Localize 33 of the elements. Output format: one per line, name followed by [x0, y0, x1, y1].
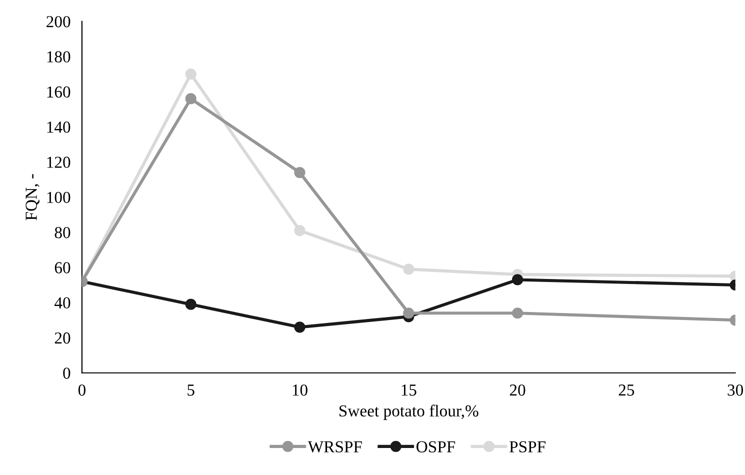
- x-tick-label: 30: [728, 384, 744, 396]
- y-tick-label: 180: [47, 51, 70, 62]
- y-tick-label: 200: [46, 16, 70, 28]
- y-tick-label: 20: [54, 332, 70, 344]
- y-tick-label: 120: [47, 156, 70, 168]
- point: [512, 274, 524, 286]
- point: [512, 308, 524, 319]
- legend-label: WRSPF: [308, 441, 362, 453]
- x-axis-title: Sweet potato flour,%: [339, 404, 478, 420]
- y-tick-label: 0: [63, 368, 70, 379]
- y-tick-label: 40: [54, 297, 70, 309]
- point: [185, 68, 196, 80]
- y-axis-title: FQN, -: [26, 174, 40, 220]
- x-tick-label: 25: [618, 384, 634, 396]
- y-tick-label: 100: [47, 192, 70, 204]
- x-tick-label: 5: [188, 384, 194, 396]
- x-tick-label: 10: [292, 384, 308, 396]
- y-tick-label: 160: [47, 86, 70, 98]
- legend-label: OSPF: [416, 441, 456, 452]
- point: [185, 298, 196, 310]
- point: [403, 264, 414, 275]
- y-tick-label: 60: [54, 262, 70, 274]
- y-tick-label: 140: [47, 122, 70, 133]
- x-tick-label: 15: [402, 384, 416, 396]
- y-tick-label: 80: [54, 226, 70, 238]
- point: [403, 308, 414, 319]
- x-tick-label: 20: [510, 384, 526, 396]
- point: [294, 322, 306, 333]
- point: [185, 93, 196, 104]
- x-tick-label: 0: [78, 384, 86, 396]
- point: [294, 166, 306, 178]
- legend-label: PSPF: [509, 441, 546, 452]
- point: [294, 224, 306, 236]
